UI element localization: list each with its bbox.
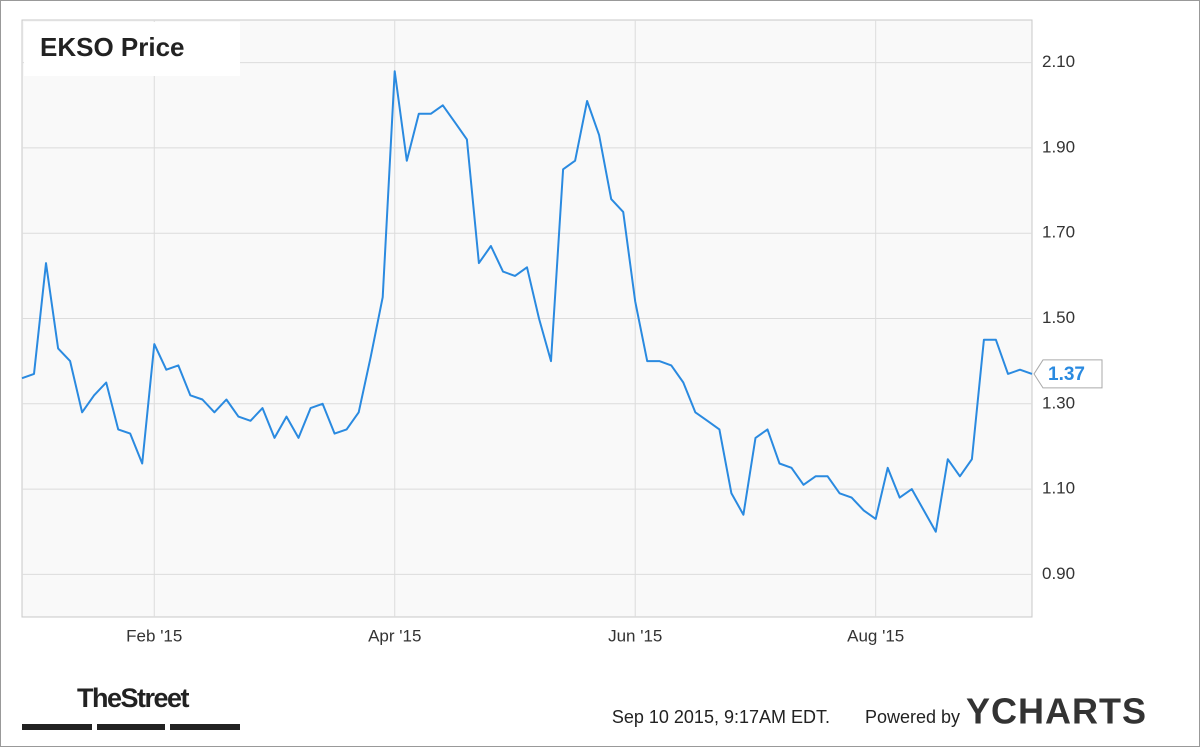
logo-bar bbox=[97, 724, 165, 730]
y-tick-label: 1.70 bbox=[1042, 223, 1075, 242]
source-note: Sep 10 2015, 9:17AM EDT. bbox=[612, 707, 830, 727]
x-tick-label: Feb '15 bbox=[126, 626, 182, 645]
publisher-logo: TheStreet bbox=[77, 683, 190, 713]
price-line bbox=[21, 70, 1033, 533]
x-tick-label: Aug '15 bbox=[847, 626, 904, 645]
x-tick-label: Apr '15 bbox=[368, 626, 421, 645]
last-price-label: 1.37 bbox=[1048, 364, 1085, 385]
title-box bbox=[24, 22, 240, 76]
logo-bar bbox=[22, 724, 92, 730]
y-tick-label: 1.90 bbox=[1042, 137, 1075, 156]
grid bbox=[22, 20, 1032, 617]
y-tick-label: 0.90 bbox=[1042, 564, 1075, 583]
brand-logo: YCHARTS bbox=[966, 691, 1147, 732]
y-tick-label: 1.10 bbox=[1042, 479, 1075, 498]
y-tick-label: 1.50 bbox=[1042, 308, 1075, 327]
logo-bar bbox=[170, 724, 240, 730]
chart-title: EKSO Price bbox=[40, 32, 185, 62]
x-tick-label: Jun '15 bbox=[608, 626, 662, 645]
y-tick-label: 1.30 bbox=[1042, 393, 1075, 412]
credit: Powered by bbox=[865, 707, 960, 727]
y-tick-label: 2.10 bbox=[1042, 52, 1075, 71]
last-price-callout bbox=[1033, 359, 1103, 389]
